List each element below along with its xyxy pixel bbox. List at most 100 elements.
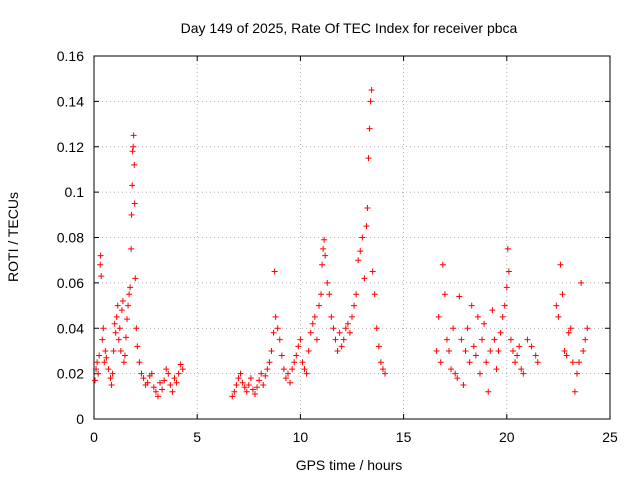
data-point <box>437 359 444 366</box>
data-point <box>489 307 496 314</box>
data-point <box>363 223 370 230</box>
data-point <box>110 347 117 354</box>
data-point <box>274 325 281 332</box>
data-point <box>528 343 535 350</box>
data-point <box>92 377 99 384</box>
data-point <box>128 211 135 218</box>
data-point <box>115 336 122 343</box>
data-point <box>117 347 124 354</box>
data-point <box>276 336 283 343</box>
data-point <box>157 379 164 386</box>
y-tick-label: 0.12 <box>57 139 84 155</box>
data-point <box>140 375 147 382</box>
plot-frame <box>93 55 611 420</box>
data-point <box>439 261 446 268</box>
data-point <box>293 352 300 359</box>
data-point <box>460 381 467 388</box>
y-tick-label: 0.1 <box>65 184 85 200</box>
data-point <box>332 336 339 343</box>
data-point <box>305 347 312 354</box>
data-point <box>161 377 168 384</box>
data-point <box>520 370 527 377</box>
data-point <box>555 313 562 320</box>
data-point <box>122 334 129 341</box>
data-point <box>518 366 525 373</box>
data-point <box>573 370 580 377</box>
data-point <box>235 375 242 382</box>
data-point <box>344 320 351 327</box>
data-point <box>359 234 366 241</box>
data-point <box>169 388 176 395</box>
data-point <box>509 347 516 354</box>
data-point <box>561 347 568 354</box>
data-point <box>126 291 133 298</box>
data-point <box>516 343 523 350</box>
data-point <box>113 313 120 320</box>
data-point <box>346 329 353 336</box>
data-point <box>241 384 248 391</box>
data-point <box>270 329 277 336</box>
data-point <box>131 200 138 207</box>
x-tick-label: 0 <box>90 429 98 445</box>
data-point <box>476 370 483 377</box>
data-point <box>114 302 121 309</box>
data-point <box>569 359 576 366</box>
data-point <box>105 366 112 373</box>
data-point <box>355 257 362 264</box>
data-point <box>326 291 333 298</box>
data-point <box>321 236 328 243</box>
data-point <box>320 245 327 252</box>
data-point <box>179 366 186 373</box>
data-point <box>264 366 271 373</box>
data-point <box>173 379 180 386</box>
data-point <box>318 291 325 298</box>
data-point <box>231 388 238 395</box>
data-point <box>121 352 128 359</box>
data-point <box>474 313 481 320</box>
data-point <box>112 329 119 336</box>
data-point <box>485 388 492 395</box>
data-point <box>483 359 490 366</box>
data-point <box>456 293 463 300</box>
data-point <box>364 205 371 212</box>
data-point <box>342 325 349 332</box>
data-point <box>245 381 252 388</box>
data-point <box>127 284 134 291</box>
data-point <box>377 359 384 366</box>
data-point <box>266 359 273 366</box>
data-point <box>450 325 457 332</box>
y-tick-label: 0.08 <box>57 230 84 246</box>
data-point <box>144 379 151 386</box>
data-point <box>100 325 107 332</box>
data-point <box>454 375 461 382</box>
data-point <box>319 261 326 268</box>
data-point <box>297 336 304 343</box>
data-point <box>132 275 139 282</box>
data-point <box>309 320 316 327</box>
data-point <box>109 370 116 377</box>
x-tick-label: 25 <box>602 429 618 445</box>
data-point <box>507 336 514 343</box>
data-point <box>433 347 440 354</box>
data-point <box>487 347 494 354</box>
data-point <box>93 366 100 373</box>
data-point <box>307 329 314 336</box>
data-point <box>334 347 341 354</box>
data-point <box>534 359 541 366</box>
data-point <box>133 325 140 332</box>
data-point <box>468 302 475 309</box>
data-point <box>567 325 574 332</box>
data-point <box>464 325 471 332</box>
data-point <box>150 384 157 391</box>
data-point <box>154 393 161 400</box>
data-point <box>313 336 320 343</box>
data-point <box>107 375 114 382</box>
data-point <box>258 370 265 377</box>
data-point <box>501 302 508 309</box>
data-point <box>254 384 261 391</box>
data-point <box>152 388 159 395</box>
data-point <box>278 352 285 359</box>
data-point <box>379 366 386 373</box>
data-point <box>322 252 329 259</box>
data-point <box>108 381 115 388</box>
